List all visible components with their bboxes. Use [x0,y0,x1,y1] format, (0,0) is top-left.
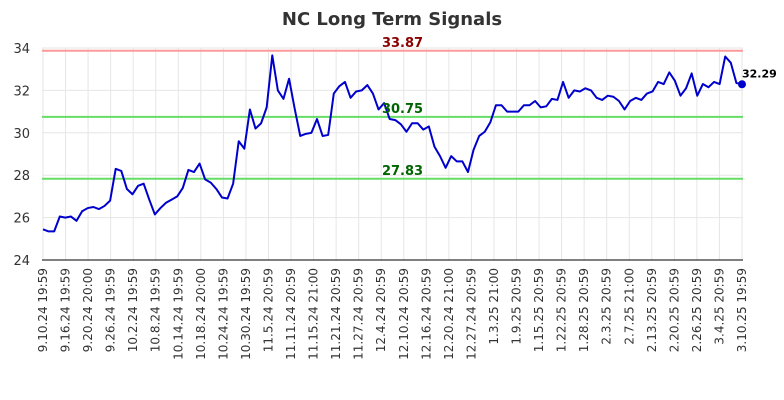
x-tick-label: 11.27.24 20:59 [352,268,366,360]
x-tick-label: 9.10.24 19:59 [36,268,50,352]
x-tick-label: 2.13.25 20:59 [645,268,659,352]
y-tick-label: 30 [13,127,30,142]
chart-title: NC Long Term Signals [282,9,502,30]
x-tick-label: 2.26.25 20:59 [690,268,704,352]
x-tick-label: 12.10.24 20:59 [397,268,411,360]
x-tick-label: 1.28.25 20:59 [577,268,591,352]
x-tick-label: 10.24.24 19:59 [216,268,230,360]
x-tick-label: 10.14.24 19:59 [171,268,185,360]
price-line [42,54,743,233]
x-tick-label: 9.16.24 19:59 [59,268,73,352]
y-tick-label: 34 [13,42,30,57]
x-tick-label: 12.27.24 20:59 [464,268,478,360]
x-tick-label: 11.15.24 21:00 [307,268,321,360]
x-tick-label: 11.21.24 20:59 [329,268,343,360]
signal-level-label: 33.87 [382,36,423,51]
x-tick-label: 11.11.24 20:59 [284,268,298,360]
x-tick-label: 1.3.25 21:00 [487,268,501,345]
y-tick-label: 26 [13,212,30,227]
x-tick-label: 2.3.25 20:59 [600,268,614,345]
y-tick-label: 24 [13,254,30,269]
x-tick-label: 12.4.24 20:59 [374,268,388,352]
price-series [42,54,746,233]
grid [42,47,743,261]
x-tick-label: 10.2.24 19:59 [126,268,140,352]
x-tick-label: 9.20.24 20:00 [81,268,95,352]
x-tick-label: 12.16.24 20:59 [419,268,433,360]
x-tick-label: 10.18.24 20:00 [194,268,208,360]
x-tick-label: 10.8.24 19:59 [149,268,163,352]
x-tick-label: 3.10.25 19:59 [735,268,749,352]
signal-level-label: 30.75 [382,102,423,117]
x-tick-label: 10.30.24 19:59 [239,268,253,360]
x-tick-label: 2.20.25 20:59 [667,268,681,352]
x-tick-label: 3.4.25 20:59 [712,268,726,345]
axes: 24 26 28 30 32 34 9.10.24 19:59 9.16.24 19:59 9.… [13,42,749,360]
x-tick-label: 2.7.25 21:00 [622,268,636,345]
y-tick-label: 28 [13,169,30,184]
signal-levels [42,49,743,180]
signal-level-label: 27.83 [382,164,423,179]
x-tick-label: 11.5.24 20:59 [261,268,275,352]
last-value-marker [738,80,746,89]
x-tick-label: 1.22.25 20:59 [555,268,569,352]
last-value-label: 32.29 [742,67,777,80]
y-tick-label: 32 [13,84,30,99]
x-tick-label: 9.26.24 19:59 [104,268,118,352]
x-tick-label: 1.15.25 20:59 [532,268,546,352]
value-labels: 33.87 30.75 27.83 32.29 [382,36,777,179]
x-tick-label: 12.20.24 21:00 [442,268,456,360]
x-tick-label: 1.9.25 20:59 [510,268,524,345]
